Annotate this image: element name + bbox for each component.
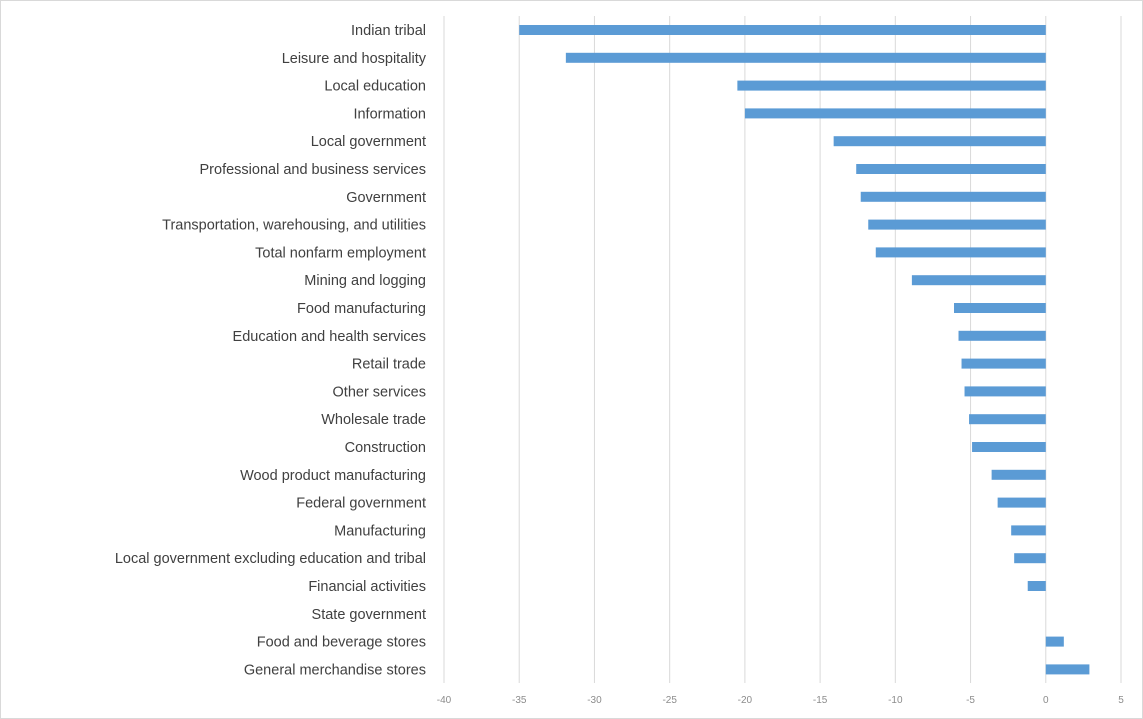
bar — [1045, 664, 1090, 675]
category-label: State government — [312, 607, 426, 623]
bar — [1027, 581, 1046, 591]
category-label: General merchandise stores — [244, 662, 426, 678]
category-label: Local government — [311, 134, 426, 150]
bar — [868, 219, 1046, 230]
category-label: Total nonfarm employment — [255, 245, 426, 261]
bar — [744, 108, 1046, 119]
bar — [860, 191, 1046, 202]
x-tick-label: -30 — [587, 695, 602, 706]
x-tick-label: -35 — [512, 695, 527, 706]
category-label: Food manufacturing — [297, 301, 426, 317]
category-label: Mining and logging — [304, 273, 426, 289]
bar — [911, 275, 1046, 286]
category-label: Local education — [324, 79, 426, 95]
bar — [737, 80, 1046, 91]
category-label: Federal government — [296, 496, 426, 512]
x-tick-label: -20 — [738, 695, 753, 706]
category-label: Construction — [345, 440, 426, 456]
category-label: Local government excluding education and… — [115, 551, 426, 567]
bar — [997, 497, 1046, 508]
x-tick-label: 0 — [1043, 695, 1049, 706]
bar — [958, 330, 1046, 341]
bar — [833, 136, 1046, 147]
bar — [964, 386, 1046, 397]
x-tick-label: -40 — [437, 695, 452, 706]
category-labels: Indian tribal Leisure and hospitality Loca… — [115, 23, 427, 678]
category-label: Wood product manufacturing — [240, 468, 426, 484]
category-label: Indian tribal — [351, 23, 426, 39]
bars — [519, 25, 1090, 675]
category-label: Education and health services — [233, 329, 426, 345]
bar — [1014, 553, 1046, 564]
bar — [875, 247, 1046, 258]
bar — [519, 25, 1046, 35]
category-label: Retail trade — [352, 357, 426, 373]
bar — [954, 303, 1046, 313]
bar — [565, 52, 1046, 63]
category-label: Transportation, warehousing, and utiliti… — [162, 218, 426, 234]
category-label: Leisure and hospitality — [282, 51, 427, 67]
category-label: Manufacturing — [334, 523, 426, 539]
x-tick-label: -10 — [888, 695, 903, 706]
category-label: Professional and business services — [200, 162, 426, 178]
bar — [991, 469, 1046, 480]
bar — [972, 442, 1046, 452]
gridlines — [443, 16, 1122, 683]
bar — [969, 414, 1046, 425]
category-label: Food and beverage stores — [257, 635, 426, 651]
x-axis-ticks: -40 -35 -30 -25 -20 -15 -10 -5 0 5 — [437, 695, 1124, 706]
category-label: Other services — [333, 384, 426, 400]
bar — [961, 358, 1046, 369]
bar — [856, 164, 1046, 174]
category-label: Wholesale trade — [321, 412, 426, 428]
category-label: Government — [346, 190, 426, 206]
bar — [1045, 636, 1064, 647]
bar — [1011, 525, 1046, 536]
category-label: Financial activities — [308, 579, 426, 595]
x-tick-label: -5 — [966, 695, 975, 706]
x-tick-label: -25 — [662, 695, 677, 706]
x-tick-label: 5 — [1118, 695, 1124, 706]
category-label: Information — [353, 106, 426, 122]
x-tick-label: -15 — [813, 695, 828, 706]
